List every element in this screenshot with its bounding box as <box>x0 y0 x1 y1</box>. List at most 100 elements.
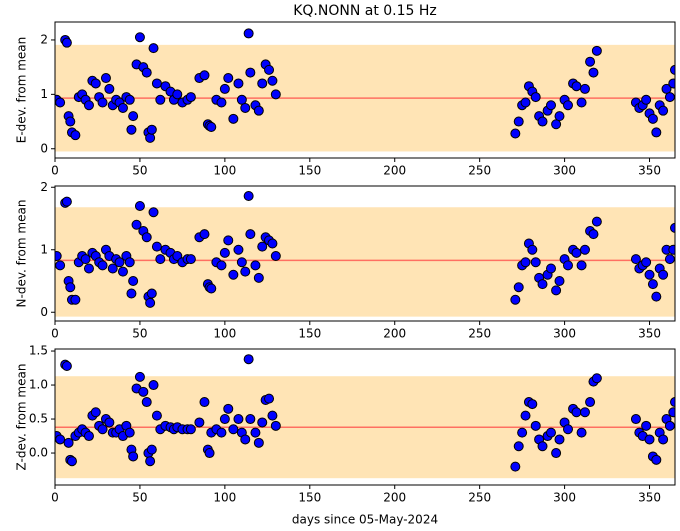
x-tick-label: 200 <box>383 164 406 178</box>
point <box>245 67 256 78</box>
point <box>146 124 157 135</box>
point <box>644 269 655 280</box>
point <box>199 397 210 408</box>
point <box>151 78 162 89</box>
point <box>134 201 145 211</box>
points <box>55 354 675 472</box>
point <box>253 105 264 116</box>
x-tick-label: 150 <box>298 491 321 505</box>
point <box>510 461 521 472</box>
point <box>585 56 596 67</box>
x-tick-label: 200 <box>383 491 406 505</box>
point <box>264 64 275 75</box>
point <box>253 437 264 448</box>
point <box>267 75 278 86</box>
point <box>233 414 244 425</box>
point <box>253 272 264 283</box>
point <box>219 247 230 258</box>
x-tick-label: 50 <box>132 491 147 505</box>
point <box>554 111 565 122</box>
point <box>520 410 531 421</box>
point <box>55 97 66 108</box>
point <box>562 100 573 111</box>
point <box>97 424 108 435</box>
point <box>591 373 602 384</box>
point <box>270 420 281 431</box>
point <box>90 78 101 89</box>
point <box>585 397 596 408</box>
x-tick-label: 50 <box>132 164 147 178</box>
point <box>257 417 268 428</box>
chart-title: KQ.NONN at 0.15 Hz <box>293 3 437 19</box>
y-tick-label: 1.0 <box>29 378 48 392</box>
x-tick-label: 100 <box>213 327 236 341</box>
point <box>267 410 278 421</box>
x-tick-label: 200 <box>383 327 406 341</box>
point <box>126 288 137 299</box>
y-tick-label: 2 <box>40 32 48 46</box>
point <box>223 235 234 246</box>
point <box>576 97 587 108</box>
point <box>124 94 135 105</box>
point <box>97 260 108 271</box>
point <box>530 257 541 268</box>
x-tick-label: 100 <box>213 164 236 178</box>
point <box>83 263 94 274</box>
y-tick-label: 0.5 <box>29 412 48 426</box>
point <box>554 276 565 286</box>
point <box>513 116 524 127</box>
point <box>128 276 139 286</box>
point <box>185 254 196 265</box>
point <box>546 100 556 111</box>
point <box>148 380 159 391</box>
x-tick-label: 350 <box>638 327 661 341</box>
point <box>630 254 641 265</box>
y-tick-label: 1 <box>40 242 48 256</box>
point <box>66 456 77 467</box>
point <box>172 89 183 100</box>
point <box>513 441 524 452</box>
x-tick-label: 0 <box>51 327 59 341</box>
point <box>206 121 217 132</box>
point <box>61 361 72 371</box>
point <box>270 251 281 261</box>
x-tick-label: 300 <box>553 164 576 178</box>
x-tick-label: 100 <box>213 491 236 505</box>
point <box>537 116 548 127</box>
point <box>641 420 652 431</box>
point <box>240 434 251 445</box>
point <box>658 269 669 280</box>
point <box>651 127 662 138</box>
point <box>148 43 159 54</box>
point <box>104 83 115 94</box>
points <box>55 28 675 143</box>
x-tick-label: 50 <box>132 327 147 341</box>
point <box>146 288 157 299</box>
point <box>517 427 528 438</box>
y-axis-label: E-dev. from mean <box>15 37 29 143</box>
point <box>194 417 205 428</box>
point <box>216 427 227 438</box>
y-tick-label: 1 <box>40 87 48 101</box>
point <box>562 424 573 435</box>
point <box>61 196 72 207</box>
point <box>240 102 251 113</box>
point <box>199 70 210 81</box>
point <box>243 354 254 365</box>
point <box>128 111 139 122</box>
point <box>562 260 573 271</box>
point <box>223 73 234 84</box>
point <box>520 257 531 268</box>
point <box>537 279 548 290</box>
point <box>219 83 230 94</box>
point <box>65 282 76 293</box>
point <box>530 92 541 103</box>
point <box>250 260 261 271</box>
point <box>145 456 156 467</box>
point <box>630 414 641 425</box>
point <box>236 94 247 105</box>
point <box>591 216 602 227</box>
point <box>63 437 74 448</box>
point <box>134 371 145 382</box>
